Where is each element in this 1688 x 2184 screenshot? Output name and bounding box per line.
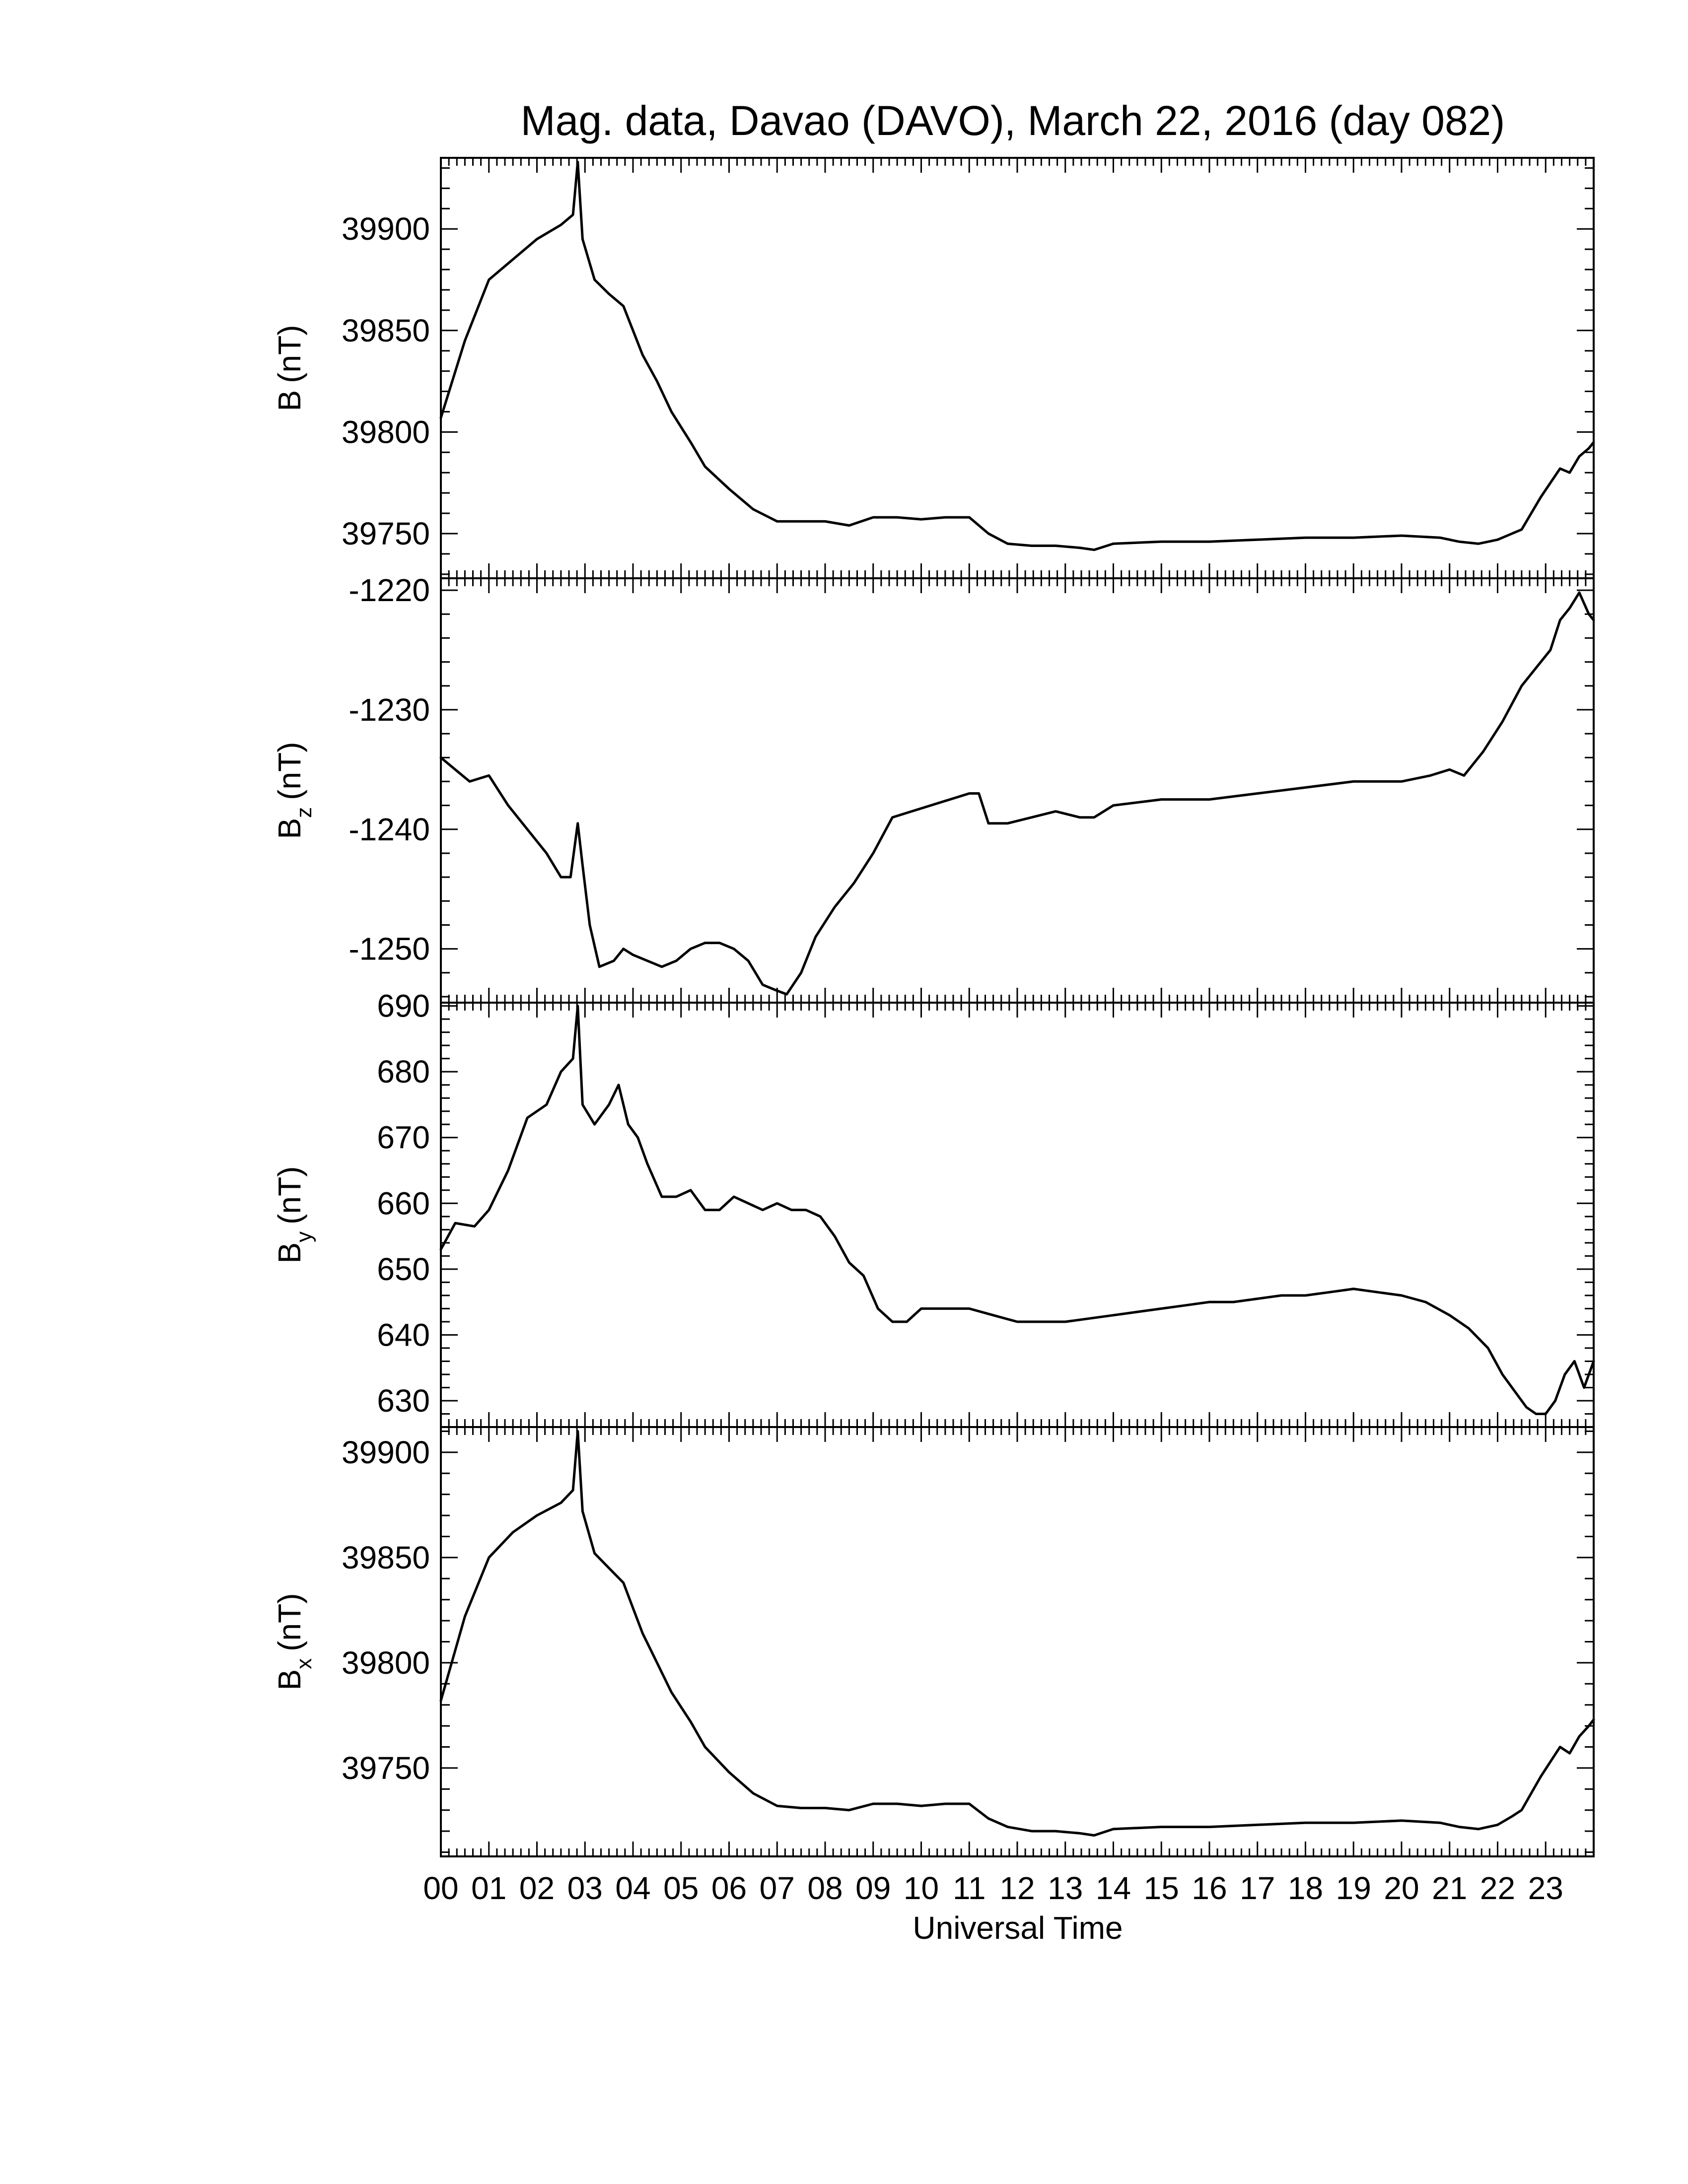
y-tick-label: -1220: [349, 572, 430, 608]
y-ticks: [441, 1430, 1594, 1853]
panel-frame: [440, 1426, 1595, 1857]
x-tick-label: 21: [1432, 1870, 1467, 1906]
y-tick-label: 39850: [342, 1540, 430, 1575]
x-tick-label: 14: [1096, 1870, 1131, 1906]
y-tick-label: 39900: [342, 211, 430, 247]
y-axis-title-Bx: Bx (nT): [272, 1593, 316, 1691]
x-tick-label: 12: [999, 1870, 1035, 1906]
x-tick-label: 00: [423, 1870, 458, 1906]
x-tick-label: 08: [807, 1870, 843, 1906]
panel-Bz: -1250 -1240 -1230 -1220 Bz (nT): [272, 572, 1595, 1004]
series-line-B: [439, 160, 1595, 551]
y-ticks: [441, 589, 1594, 998]
y-axis-unit: (nT): [272, 1593, 307, 1651]
y-tick-label: 690: [377, 988, 430, 1024]
panel-By: 630 640 650 660 670 680 690 By (nT): [272, 988, 1595, 1428]
y-tick-label: -1240: [349, 812, 430, 847]
x-tick-label: 04: [615, 1870, 650, 1906]
y-axis-symbol: B: [272, 1242, 307, 1264]
x-tick-label: 23: [1528, 1870, 1563, 1906]
x-tick-label: 09: [855, 1870, 891, 1906]
x-tick-label: 17: [1240, 1870, 1275, 1906]
y-axis-title-By: By (nT): [272, 1166, 316, 1264]
y-tick-label: 640: [377, 1317, 430, 1353]
x-ticks: [440, 578, 1595, 1003]
panel-B: 39750 39800 39850 39900 B (nT): [272, 157, 1595, 579]
y-tick-label: 39750: [342, 1750, 430, 1786]
y-ticks: [441, 1005, 1594, 1428]
y-axis-title-Bz: Bz (nT): [272, 742, 316, 839]
y-tick-label: 680: [377, 1054, 430, 1090]
y-axis-title-B: B (nT): [272, 325, 307, 411]
chart-title: Mag. data, Davao (DAVO), March 22, 2016 …: [521, 97, 1505, 144]
x-ticks: [440, 1003, 1595, 1427]
y-tick-label: 39900: [342, 1434, 430, 1470]
y-tick-label: 660: [377, 1185, 430, 1221]
y-axis-subscript: z: [292, 807, 316, 818]
y-tick-label: 39800: [342, 1645, 430, 1681]
panel-frame: [440, 157, 1595, 579]
y-axis-subscript: x: [292, 1658, 316, 1669]
x-tick-label: 07: [760, 1870, 795, 1906]
y-ticks: [441, 167, 1594, 575]
x-tick-label: 18: [1288, 1870, 1323, 1906]
panel-frame: [440, 1002, 1595, 1428]
series-line-Bx: [439, 1430, 1595, 1837]
y-axis-unit: (nT): [272, 742, 307, 800]
panel-frame: [440, 577, 1595, 1004]
y-tick-label: 650: [377, 1251, 430, 1287]
x-axis-title: Universal Time: [913, 1910, 1123, 1946]
y-axis-symbol: B: [272, 1669, 307, 1691]
x-tick-label: 19: [1336, 1870, 1371, 1906]
x-tick-label: 22: [1480, 1870, 1515, 1906]
series-line-Bz: [439, 591, 1595, 996]
panel-Bx: 39750 39800 39850 39900 Bx (nT): [272, 1426, 1595, 1857]
x-tick-label: 20: [1384, 1870, 1419, 1906]
x-tick-label: 02: [519, 1870, 555, 1906]
x-ticks: [440, 158, 1595, 578]
x-tick-label: 03: [567, 1870, 603, 1906]
y-tick-label: 39750: [342, 516, 430, 551]
y-tick-label: 39850: [342, 313, 430, 348]
y-tick-label: -1250: [349, 931, 430, 967]
y-axis-unit: (nT): [272, 1166, 307, 1225]
x-tick-label: 10: [904, 1870, 939, 1906]
y-axis-subscript: y: [292, 1231, 316, 1242]
y-axis-symbol: B: [272, 390, 307, 411]
y-axis-symbol: B: [272, 818, 307, 839]
y-tick-label: 39800: [342, 414, 430, 450]
y-axis-unit: (nT): [272, 325, 307, 383]
x-tick-label: 11: [953, 1870, 985, 1906]
x-tick-label: 06: [711, 1870, 747, 1906]
series-line-By: [439, 1005, 1595, 1415]
x-tick-label: 15: [1144, 1870, 1179, 1906]
x-tick-label: 16: [1192, 1870, 1227, 1906]
x-tick-label: 01: [471, 1870, 506, 1906]
y-tick-label: 670: [377, 1120, 430, 1156]
y-tick-label: 630: [377, 1383, 430, 1419]
x-tick-label: 05: [663, 1870, 699, 1906]
x-tick-label: 13: [1048, 1870, 1083, 1906]
x-ticks: [440, 1427, 1595, 1856]
y-tick-label: -1230: [349, 692, 430, 728]
